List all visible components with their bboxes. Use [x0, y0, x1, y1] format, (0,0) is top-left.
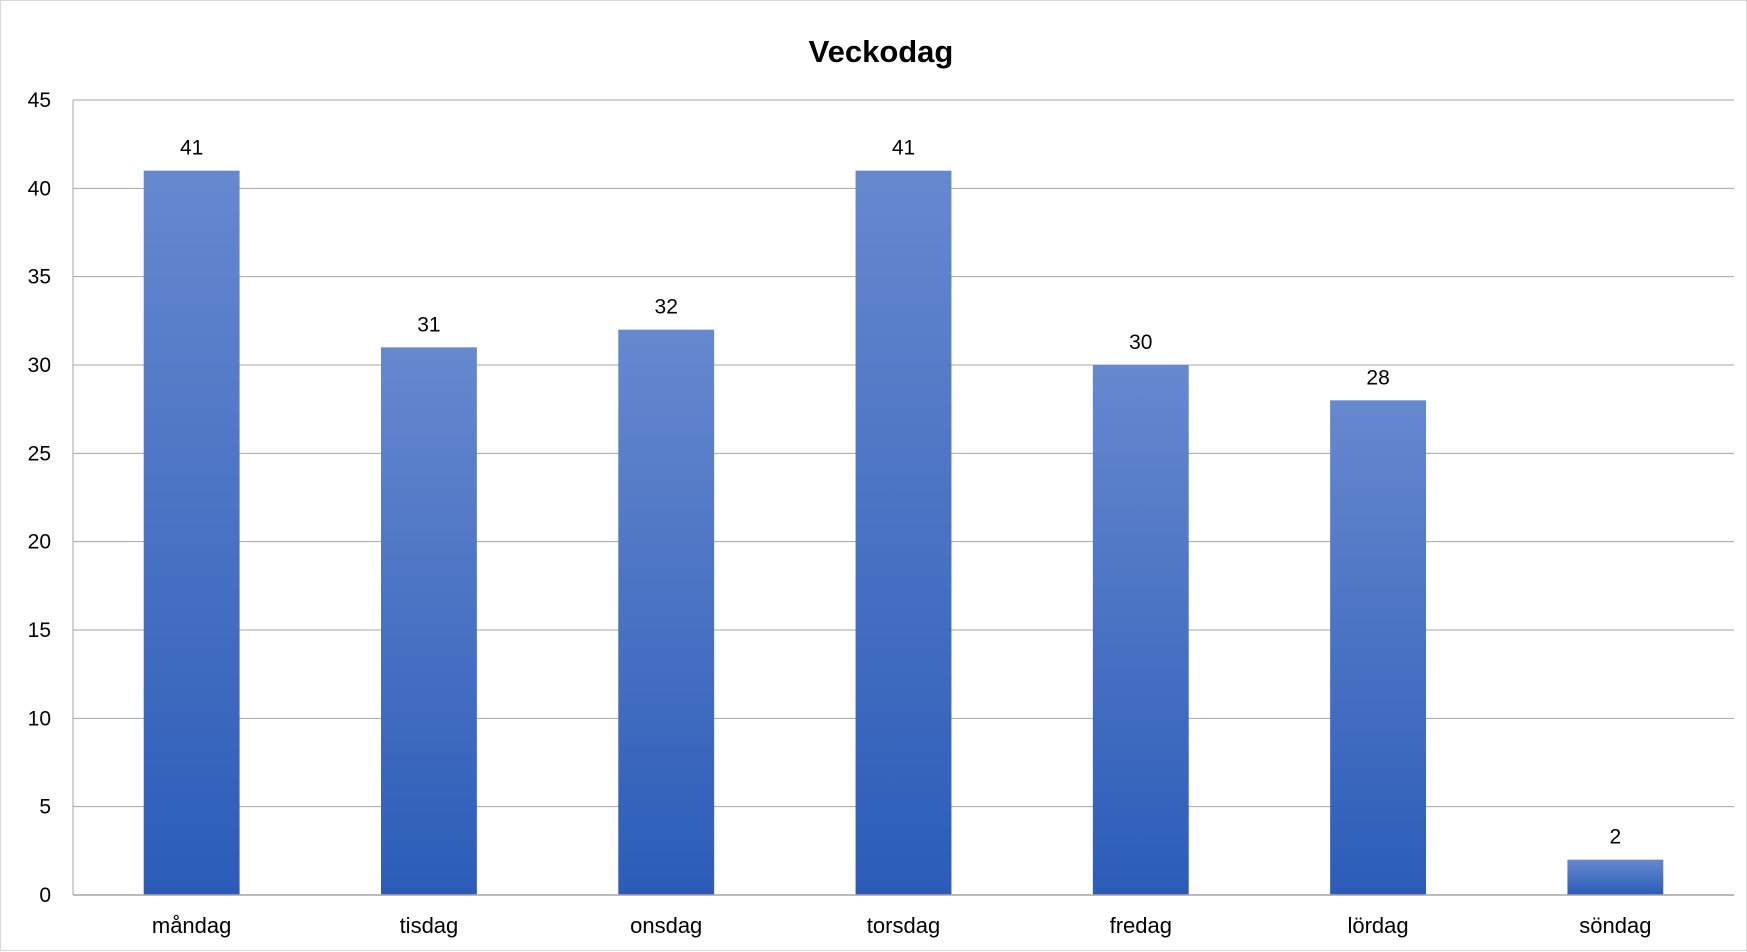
data-label-4: 30: [1129, 331, 1152, 354]
y-tick-label: 30: [28, 354, 51, 377]
y-tick-label: 5: [39, 796, 51, 819]
data-label-6: 2: [1610, 826, 1622, 849]
y-tick-label: 0: [39, 884, 51, 907]
y-tick-label: 45: [28, 89, 51, 112]
data-labels: 41 31 32 41 30 28 2: [180, 137, 1621, 849]
data-label-0: 41: [180, 137, 203, 160]
x-category-label-2: onsdag: [630, 913, 702, 938]
x-category-label-0: måndag: [152, 913, 232, 938]
x-category-label-6: söndag: [1579, 913, 1651, 938]
x-axis-category-labels: måndag tisdag onsdag torsdag fredag lördag sön…: [152, 913, 1652, 938]
x-category-label-1: tisdag: [400, 913, 459, 938]
y-tick-label: 35: [28, 266, 51, 289]
bar-4: [1092, 365, 1189, 895]
bar-2: [618, 329, 715, 896]
data-label-2: 32: [655, 296, 678, 319]
bars: [143, 170, 1664, 896]
x-category-label-4: fredag: [1110, 913, 1172, 938]
bar-5: [1330, 400, 1427, 895]
y-tick-label: 40: [28, 177, 51, 200]
x-category-label-5: lördag: [1347, 913, 1408, 938]
data-label-5: 28: [1366, 366, 1389, 389]
y-tick-label: 25: [28, 442, 51, 465]
chart-title: Veckodag: [809, 34, 954, 69]
data-label-3: 41: [892, 137, 915, 160]
bar-0: [143, 170, 240, 895]
bar-3: [855, 170, 952, 895]
data-label-1: 31: [417, 313, 440, 336]
y-tick-label: 15: [28, 619, 51, 642]
y-tick-label: 20: [28, 531, 51, 554]
y-axis-tick-labels: 0 5 10 15 20 25 30 35 40 45: [28, 89, 51, 907]
bar-1: [380, 347, 477, 895]
bar-6: [1567, 859, 1664, 895]
y-tick-label: 10: [28, 707, 51, 730]
x-category-label-3: torsdag: [867, 913, 940, 938]
